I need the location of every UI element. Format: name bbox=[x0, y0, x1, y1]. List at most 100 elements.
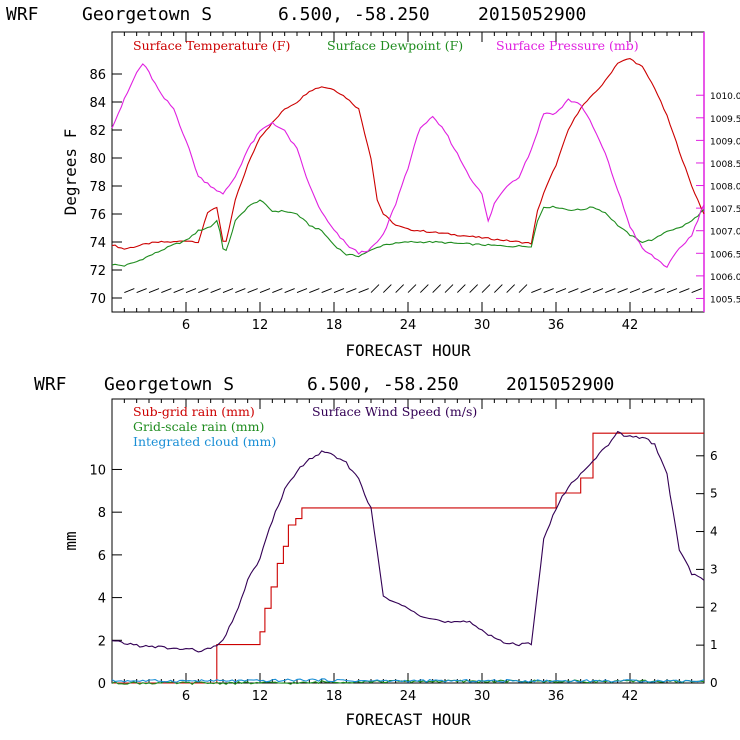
wind-barb bbox=[247, 288, 258, 294]
wind-barb bbox=[432, 284, 441, 293]
wind-barb bbox=[457, 284, 466, 293]
y-tick-label: 6 bbox=[98, 549, 106, 564]
wind-barb bbox=[531, 288, 542, 294]
y-tick-label: 84 bbox=[89, 96, 106, 111]
panel2-x-axis-title: FORECAST HOUR bbox=[345, 710, 471, 729]
panel2-header-init: 2015052900 bbox=[506, 374, 614, 395]
panel-1: WRF Georgetown S 6.500, -58.250 20150529… bbox=[6, 4, 740, 360]
y-tick-label: 80 bbox=[89, 152, 106, 167]
wind-barb bbox=[506, 284, 515, 293]
x-tick-label: 30 bbox=[474, 318, 491, 333]
wind-barb bbox=[592, 288, 604, 294]
legend-surface-dewpoint: Surface Dewpoint (F) bbox=[327, 38, 463, 53]
panel1-header-model: WRF bbox=[6, 4, 39, 25]
right-y-tick-label: 1005.5 bbox=[710, 295, 740, 305]
wind-barb bbox=[407, 284, 417, 293]
panel2-header-coords: 6.500, -58.250 bbox=[307, 374, 459, 395]
panel2-series bbox=[111, 430, 705, 685]
wind-barb bbox=[494, 284, 503, 293]
right-y-tick-label: 1009.0 bbox=[710, 137, 740, 147]
panel1-plot-frame bbox=[111, 31, 705, 313]
wind-barb bbox=[666, 288, 678, 294]
x-tick-label: 12 bbox=[252, 318, 269, 333]
wind-barb bbox=[629, 288, 641, 294]
panel1-x-axis-title: FORECAST HOUR bbox=[345, 341, 471, 360]
y-tick-label: 8 bbox=[98, 506, 106, 521]
panel1-ticks: 6 12 18 24 30 36 42 70 72 74 76 78 80 82 84 86 1005.5 100… bbox=[89, 32, 740, 333]
right-y-tick-label: 1 bbox=[710, 638, 718, 652]
right-y-tick-label: 1006.0 bbox=[710, 273, 740, 283]
y-tick-label: 74 bbox=[89, 236, 106, 251]
x-tick-label: 42 bbox=[622, 318, 639, 333]
wind-barb bbox=[148, 288, 160, 294]
panel2-header-location: Georgetown S bbox=[104, 374, 234, 395]
wind-barb bbox=[161, 288, 172, 294]
right-y-tick-label: 1010.0 bbox=[710, 92, 740, 102]
x-tick-label: 42 bbox=[622, 689, 639, 704]
series-line-grid-scale-rain-mm- bbox=[111, 679, 705, 685]
y-tick-label: 2 bbox=[98, 634, 106, 649]
panel2-y-axis-title: mm bbox=[61, 531, 80, 550]
series-line-surface-pressure-mb- bbox=[111, 63, 705, 268]
wind-barb bbox=[605, 288, 616, 294]
y-tick-label: 70 bbox=[89, 292, 106, 307]
x-tick-label: 36 bbox=[548, 689, 565, 704]
wind-barb bbox=[222, 288, 234, 294]
x-tick-label: 6 bbox=[182, 689, 190, 704]
wind-barb bbox=[296, 288, 308, 294]
wind-barb bbox=[691, 288, 702, 294]
right-y-tick-label: 1008.5 bbox=[710, 160, 740, 170]
wind-barb bbox=[358, 288, 369, 294]
right-y-tick-label: 1006.5 bbox=[710, 250, 740, 260]
wind-barb bbox=[518, 284, 528, 293]
wind-barb bbox=[617, 288, 628, 294]
right-y-tick-label: 1007.5 bbox=[710, 205, 740, 215]
right-y-tick-label: 1008.0 bbox=[710, 183, 740, 193]
y-tick-label: 4 bbox=[98, 592, 106, 607]
wind-barb bbox=[568, 288, 579, 294]
wind-barb bbox=[383, 284, 392, 293]
right-y-tick-label: 5 bbox=[710, 487, 718, 501]
panel2-header-model: WRF bbox=[34, 374, 67, 395]
wind-barb bbox=[555, 288, 567, 294]
wind-barb bbox=[309, 288, 320, 294]
y-tick-label: 0 bbox=[98, 677, 106, 692]
legend-surface-pressure: Surface Pressure (mb) bbox=[496, 38, 639, 53]
y-tick-label: 76 bbox=[89, 208, 106, 223]
right-y-tick-label: 3 bbox=[710, 562, 718, 576]
wind-barb bbox=[444, 284, 454, 293]
panel-2: WRF Georgetown S 6.500, -58.250 20150529… bbox=[34, 374, 718, 729]
y-tick-label: 86 bbox=[89, 68, 106, 83]
panel1-header-init: 2015052900 bbox=[478, 4, 586, 25]
right-y-tick-label: 2 bbox=[710, 600, 718, 614]
y-tick-label: 82 bbox=[89, 124, 106, 139]
x-tick-label: 18 bbox=[326, 689, 343, 704]
y-tick-label: 72 bbox=[89, 264, 106, 279]
wind-barb bbox=[679, 288, 690, 294]
x-tick-label: 18 bbox=[326, 318, 343, 333]
wind-barb bbox=[469, 284, 478, 293]
wind-barb bbox=[580, 288, 591, 294]
wind-barb bbox=[124, 288, 135, 294]
wind-barb bbox=[420, 284, 429, 293]
wind-barb bbox=[395, 284, 404, 293]
wind-barb bbox=[272, 288, 283, 294]
wind-barb bbox=[654, 288, 665, 294]
x-tick-label: 6 bbox=[182, 318, 190, 333]
series-line-integrated-cloud-mm- bbox=[111, 678, 705, 683]
wind-barb bbox=[481, 284, 491, 293]
wind-barb bbox=[284, 288, 295, 294]
right-y-tick-label: 1009.5 bbox=[710, 115, 740, 125]
x-tick-label: 30 bbox=[474, 689, 491, 704]
wind-barb bbox=[333, 288, 345, 294]
x-tick-label: 24 bbox=[400, 318, 417, 333]
right-y-tick-label: 0 bbox=[710, 676, 718, 690]
wind-barbs bbox=[124, 284, 702, 294]
legend-surface-wind-speed: Surface Wind Speed (m/s) bbox=[312, 404, 477, 419]
series-line-surface-temperature-f- bbox=[111, 58, 705, 250]
wind-barb bbox=[136, 288, 147, 294]
series-line-surface-dewpoint-f- bbox=[111, 199, 705, 267]
series-line-sub-grid-rain-mm- bbox=[112, 432, 704, 684]
